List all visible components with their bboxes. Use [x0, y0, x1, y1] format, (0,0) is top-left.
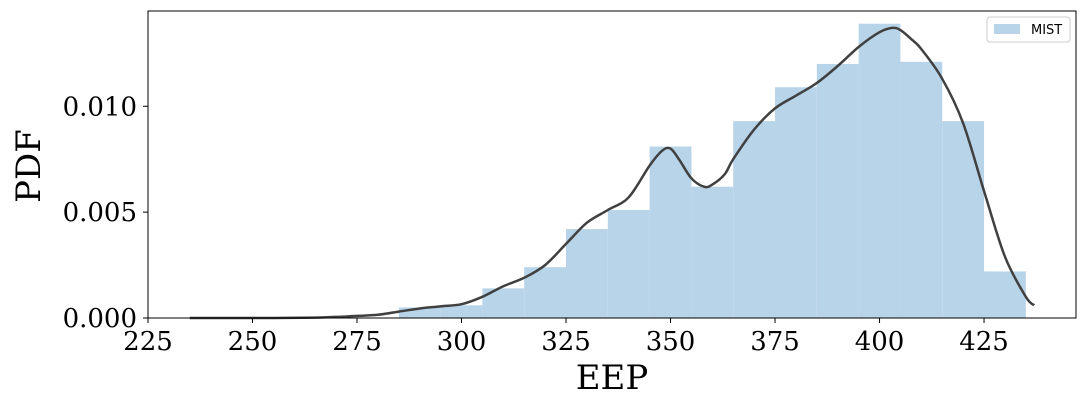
histogram-bar — [816, 63, 859, 319]
y-axis-title: PDF — [9, 129, 49, 203]
histogram-bar — [942, 121, 985, 318]
x-tick-label: 400 — [855, 327, 905, 357]
x-axis-ticks: 225 250 275 300 325 350 375 400 425 — [123, 318, 1009, 357]
histogram-bar — [900, 61, 943, 319]
x-tick-label: 350 — [646, 327, 696, 357]
x-tick-label: 375 — [750, 327, 800, 357]
y-tick-label: 0.010 — [63, 92, 137, 122]
x-tick-label: 225 — [123, 327, 173, 357]
legend-swatch-mist — [994, 24, 1020, 34]
x-tick-label: 425 — [959, 327, 1009, 357]
x-tick-label: 250 — [228, 327, 278, 357]
x-tick-label: 300 — [437, 327, 487, 357]
histogram-bars — [398, 23, 1026, 319]
plot-frame — [147, 10, 1077, 319]
y-axis-ticks: 0.000 0.005 0.010 — [63, 92, 148, 334]
x-tick-label: 325 — [541, 327, 591, 357]
histogram-bar — [733, 121, 776, 318]
histogram-bar — [607, 210, 650, 318]
histogram-bar — [775, 87, 817, 318]
x-axis-title: EEP — [576, 358, 649, 398]
histogram-bar — [566, 229, 608, 318]
y-tick-label: 0.005 — [63, 198, 137, 228]
histogram-bar — [858, 23, 901, 318]
legend-label-mist: MIST — [1031, 23, 1062, 38]
histogram-bar — [649, 146, 692, 318]
x-tick-label: 275 — [332, 327, 382, 357]
legend-box — [986, 16, 1071, 43]
histogram-bar — [984, 271, 1026, 318]
kde-curve — [189, 26, 1036, 320]
kde-curve-group — [189, 26, 1036, 320]
histogram-bar — [691, 186, 734, 318]
y-tick-label: 0.000 — [63, 304, 137, 334]
histogram-bar — [398, 307, 441, 318]
histogram-bar — [440, 305, 483, 318]
histogram-bar — [524, 267, 567, 318]
legend: MIST — [986, 16, 1071, 43]
